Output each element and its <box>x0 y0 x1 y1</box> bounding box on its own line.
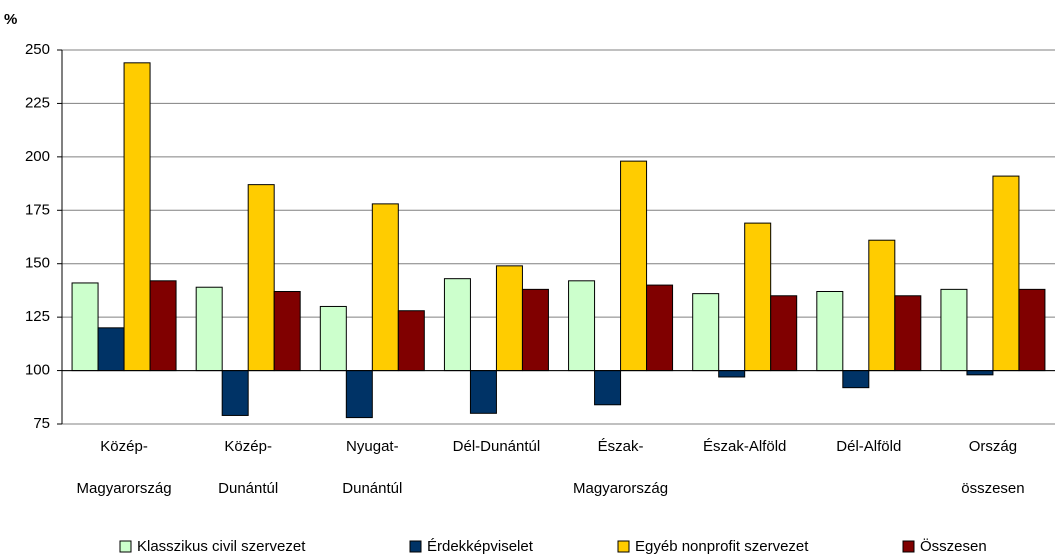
bar <box>273 290 301 372</box>
bar <box>620 160 648 372</box>
y-tick-label: 200 <box>25 148 50 165</box>
bar <box>371 203 399 372</box>
bar <box>247 184 275 372</box>
bar <box>568 280 596 372</box>
bar <box>842 370 870 389</box>
x-tick-label: Ország összesen <box>961 438 1024 497</box>
x-tick-label: Észak-Alföld <box>703 438 786 455</box>
bar <box>770 295 798 372</box>
bar <box>692 293 720 372</box>
legend-label: Klasszikus civil szervezet <box>137 538 306 555</box>
x-tick-label: Nyugat-Dunántúl <box>342 438 402 497</box>
legend-swatch <box>617 540 630 553</box>
bar <box>97 327 125 372</box>
x-tick-label: Dél-Alföld <box>836 438 901 455</box>
bar <box>646 284 674 372</box>
y-tick-label: 125 <box>25 308 50 325</box>
y-tick-label: 75 <box>33 415 50 432</box>
bar <box>443 278 471 372</box>
bar <box>495 265 523 372</box>
bar <box>594 370 622 406</box>
bar <box>816 290 844 372</box>
bar <box>345 370 373 419</box>
bar <box>718 370 746 378</box>
bar <box>992 175 1020 372</box>
bar <box>940 288 968 372</box>
y-tick-label: 175 <box>25 201 50 218</box>
bar <box>319 305 347 372</box>
x-tick-label: Dél-Dunántúl <box>453 438 541 455</box>
y-tick-label: 250 <box>25 41 50 58</box>
legend-swatch <box>119 540 132 553</box>
bar <box>744 222 772 372</box>
bar <box>71 282 99 372</box>
legend-label: Egyéb nonprofit szervezet <box>635 538 809 555</box>
x-tick-label: Közép-Magyarország <box>77 438 172 497</box>
legend-swatch <box>902 540 915 553</box>
bar <box>868 239 896 372</box>
legend-swatch <box>409 540 422 553</box>
bar <box>1018 288 1046 372</box>
bar <box>521 288 549 372</box>
bar <box>149 280 177 372</box>
y-tick-label: 225 <box>25 94 50 111</box>
bar <box>966 370 994 376</box>
bar <box>221 370 249 416</box>
legend-label: Összesen <box>920 537 987 555</box>
bar <box>123 62 151 372</box>
bar <box>469 370 497 414</box>
y-tick-label: 100 <box>25 362 50 379</box>
bar <box>894 295 922 372</box>
y-axis-label: % <box>4 11 17 28</box>
bar <box>195 286 223 372</box>
bar <box>397 310 425 372</box>
x-tick-label: Észak-Magyarország <box>573 438 668 497</box>
legend-label: Érdekképviselet <box>427 538 534 555</box>
y-tick-label: 150 <box>25 255 50 272</box>
x-tick-label: Közép-Dunántúl <box>218 438 278 497</box>
